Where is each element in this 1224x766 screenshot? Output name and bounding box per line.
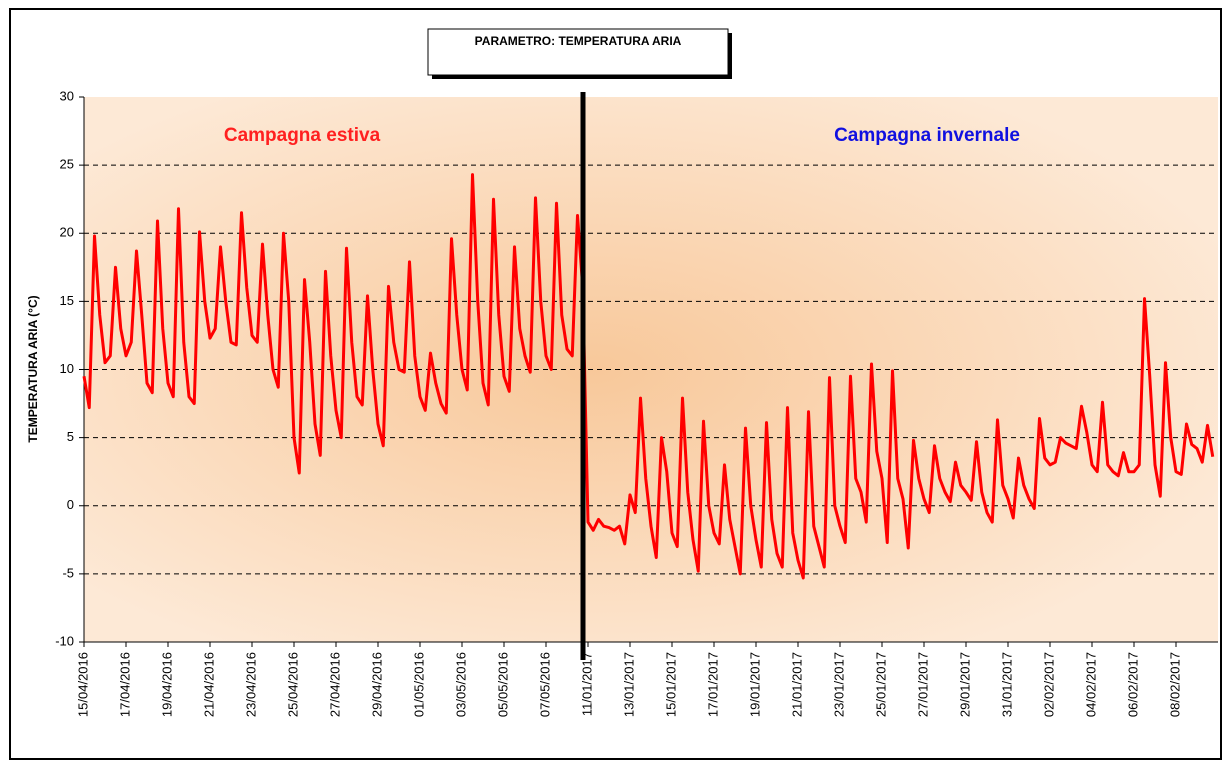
x-tick-label: 11/01/2017: [579, 652, 594, 716]
x-tick-label: 15/01/2017: [663, 652, 678, 717]
x-tick-label: 21/01/2017: [789, 652, 804, 717]
y-tick-label: 5: [67, 429, 74, 444]
y-tick-label: 20: [60, 225, 74, 240]
x-tick-label: 23/04/2016: [243, 652, 258, 717]
x-tick-label: 13/01/2017: [621, 652, 636, 717]
x-tick-label: 05/05/2016: [495, 652, 510, 717]
title-box: [427, 28, 729, 76]
x-tick-label: 19/04/2016: [159, 652, 174, 717]
x-tick-label: 25/04/2016: [285, 652, 300, 717]
x-tick-label: 29/01/2017: [957, 652, 972, 717]
x-tick-label: 27/01/2017: [915, 652, 930, 717]
x-tick-label: 23/01/2017: [831, 652, 846, 717]
x-tick-label: 17/04/2016: [117, 652, 132, 717]
x-tick-label: 03/05/2016: [453, 652, 468, 717]
data-line: [82, 173, 1215, 580]
y-tick-label: 10: [60, 361, 74, 376]
chart-title: PARAMETRO: TEMPERATURA ARIA: [475, 34, 682, 48]
x-tick-label: 04/02/2017: [1083, 652, 1098, 717]
x-tick-label: 27/04/2016: [327, 652, 342, 717]
x-tick-label: 08/02/2017: [1167, 652, 1182, 717]
x-tick-label: 07/05/2016: [537, 652, 552, 717]
y-tick-label: 30: [60, 88, 74, 103]
y-axis-title: TEMPERATURA ARIA (°C): [26, 295, 40, 442]
x-tick-label: 25/01/2017: [873, 652, 888, 717]
y-tick-label: 0: [67, 497, 74, 512]
x-tick-label: 02/02/2017: [1041, 652, 1056, 717]
x-tick-label: 06/02/2017: [1125, 652, 1140, 717]
y-tick-label: 25: [60, 157, 74, 172]
y-tick-label: -5: [62, 565, 74, 580]
y-tick-label: -10: [55, 633, 74, 648]
y-tick-label: 15: [60, 293, 74, 308]
x-tick-label: 31/01/2017: [999, 652, 1014, 717]
x-tick-label: 17/01/2017: [705, 652, 720, 717]
x-tick-label: 29/04/2016: [369, 652, 384, 717]
x-tick-label: 19/01/2017: [747, 652, 762, 717]
x-tick-label: 15/04/2016: [75, 652, 90, 717]
x-tick-label: 21/04/2016: [201, 652, 216, 717]
x-tick-label: 01/05/2016: [411, 652, 426, 717]
annotation: Campagna invernale: [834, 125, 1020, 146]
annotation: Campagna estiva: [224, 125, 381, 146]
